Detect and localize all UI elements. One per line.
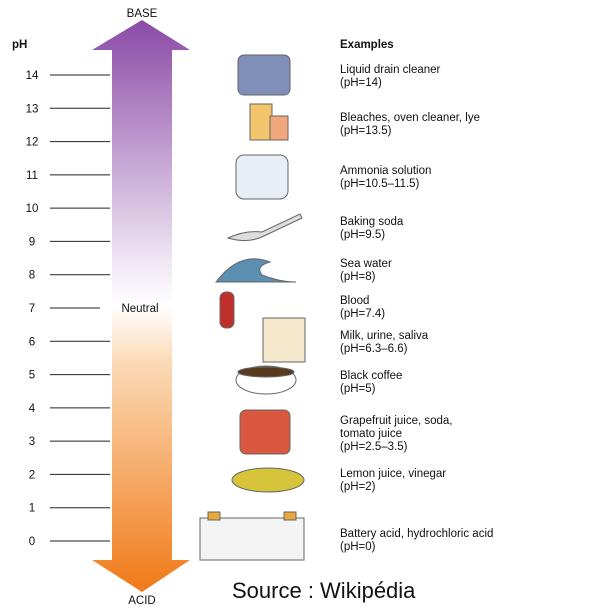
example-text: Ammonia solution bbox=[340, 165, 431, 177]
example-text: Sea water bbox=[340, 258, 392, 270]
tick-label: 7 bbox=[29, 303, 35, 315]
tick-label: 2 bbox=[29, 469, 35, 481]
example-text: (pH=0) bbox=[340, 541, 376, 553]
example-text: tomato juice bbox=[340, 428, 402, 440]
source: Source : Wikipédia bbox=[232, 578, 416, 603]
example-text: Milk, urine, saliva bbox=[340, 330, 429, 342]
tick-label: 9 bbox=[29, 236, 35, 248]
example-text: (pH=5) bbox=[340, 383, 376, 395]
example-text: Bleaches, oven cleaner, lye bbox=[340, 112, 480, 124]
example-text: (pH=6.3–6.6) bbox=[340, 343, 408, 355]
example-text: Liquid drain cleaner bbox=[340, 64, 441, 76]
icons bbox=[200, 55, 305, 560]
example-text: (pH=14) bbox=[340, 77, 382, 89]
page: {"scale": {"axis_label": "pH", "top_labe… bbox=[0, 0, 603, 612]
tick-label: 5 bbox=[29, 370, 35, 382]
example-text: Black coffee bbox=[340, 370, 402, 382]
tick-label: 1 bbox=[29, 503, 35, 515]
example-text: (pH=2.5–3.5) bbox=[340, 441, 408, 453]
ph-diagram: BASE ACID pH Examples Source : Wikipédia… bbox=[0, 0, 603, 607]
tick-label: 12 bbox=[26, 137, 39, 149]
tick-label: 13 bbox=[26, 103, 39, 115]
tick-label: 3 bbox=[29, 436, 35, 448]
tick-label: 11 bbox=[26, 170, 38, 182]
example-text: (pH=10.5–11.5) bbox=[340, 178, 420, 190]
example-text: (pH=7.4) bbox=[340, 308, 385, 320]
neutral-label: Neutral bbox=[121, 303, 158, 315]
example-text: Baking soda bbox=[340, 216, 404, 228]
tick-label: 8 bbox=[29, 270, 35, 282]
base-label: BASE bbox=[127, 8, 158, 20]
example-text: Grapefruit juice, soda, bbox=[340, 415, 453, 427]
example-text: Lemon juice, vinegar bbox=[340, 468, 446, 480]
example-text: Battery acid, hydrochloric acid bbox=[340, 528, 493, 540]
example-text: (pH=13.5) bbox=[340, 125, 392, 137]
tick-label: 0 bbox=[29, 536, 35, 548]
tick-label: 14 bbox=[26, 70, 39, 82]
example-text: (pH=2) bbox=[340, 481, 376, 493]
example-text: Blood bbox=[340, 295, 369, 307]
examples-header: Examples bbox=[340, 39, 394, 51]
example-text: (pH=8) bbox=[340, 271, 376, 283]
acid-label: ACID bbox=[128, 595, 155, 607]
tick-label: 4 bbox=[29, 403, 36, 415]
tick-label: 6 bbox=[29, 336, 35, 348]
example-text: (pH=9.5) bbox=[340, 229, 385, 241]
tick-label: 10 bbox=[26, 203, 39, 215]
axis-label: pH bbox=[12, 39, 27, 51]
